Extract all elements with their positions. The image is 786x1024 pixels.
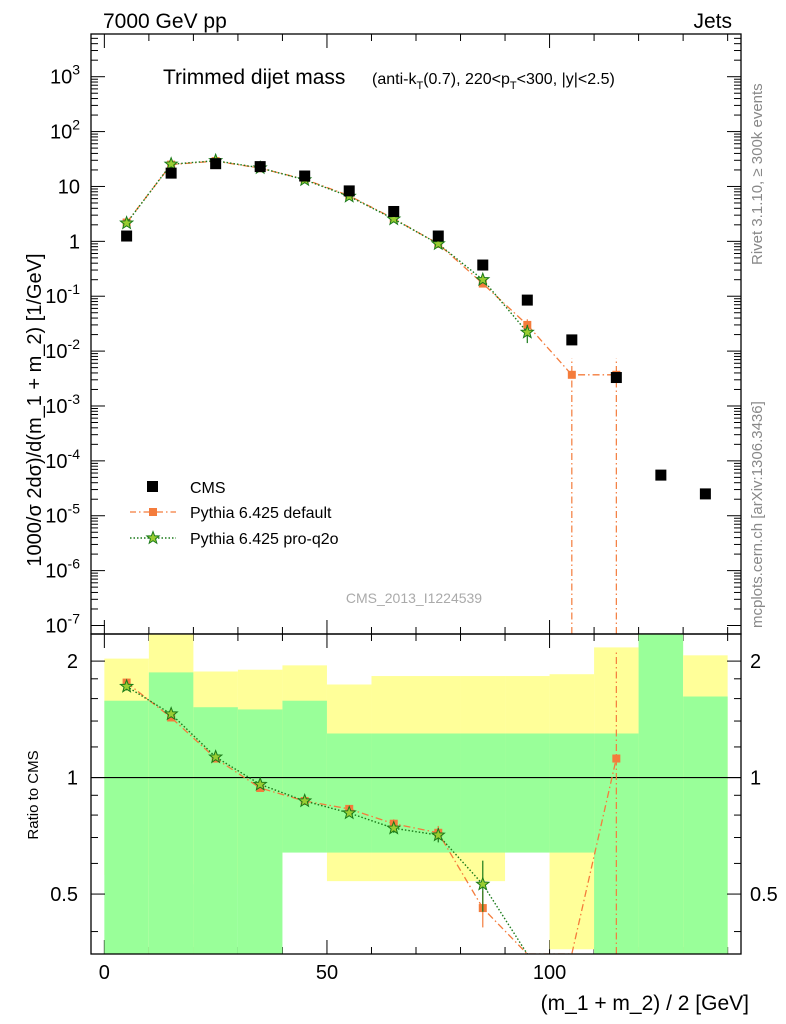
point-cms bbox=[299, 170, 311, 182]
point-pythia-default bbox=[478, 279, 487, 288]
legend-label-pythia-proq2o: Pythia 6.425 pro-q2o bbox=[190, 531, 339, 548]
point-cms bbox=[343, 185, 355, 197]
point-pythia-proq2o bbox=[519, 324, 535, 339]
point-pythia-proq2o bbox=[475, 271, 491, 287]
y-tick-label: 10-1 bbox=[45, 281, 80, 308]
y-tick-label: 102 bbox=[50, 117, 80, 144]
rivet-label: Rivet 3.1.10, ≥ 300k events bbox=[749, 83, 766, 265]
ratio-band-green bbox=[683, 696, 728, 954]
point-cms bbox=[432, 230, 444, 242]
ratio-frame bbox=[90, 633, 742, 955]
x-tick-label: 100 bbox=[533, 962, 566, 984]
point-cms bbox=[165, 167, 177, 179]
ratio-tick-label-left: 0.5 bbox=[50, 884, 78, 906]
ratio-band-green bbox=[282, 700, 327, 853]
point-pythia-proq2o bbox=[430, 235, 446, 251]
ratio-point-pythia-proq2o bbox=[297, 793, 313, 808]
ratio-tick-label-right: 1 bbox=[750, 768, 761, 790]
ratio-tick-label-right: 2 bbox=[750, 651, 761, 673]
ratio-point-pythia-proq2o bbox=[208, 749, 224, 764]
title-main: Trimmed dijet mass bbox=[163, 66, 345, 89]
y-tick-label: 10-6 bbox=[45, 556, 80, 583]
x-tick-label: 50 bbox=[316, 962, 338, 984]
ratio-point-pythia-proq2o bbox=[252, 776, 268, 791]
main-frame bbox=[90, 33, 742, 635]
chart-title: Trimmed dijet mass bbox=[163, 66, 345, 89]
ratio-point-pythia-proq2o bbox=[119, 678, 135, 693]
ratio-tick-label-right: 0.5 bbox=[750, 884, 778, 906]
legend-label-pythia-default: Pythia 6.425 default bbox=[190, 505, 332, 522]
ratio-band-green bbox=[193, 707, 238, 954]
ratio-point-pythia-default bbox=[612, 754, 621, 763]
legend-marker-cms bbox=[147, 481, 158, 492]
point-cms bbox=[655, 469, 667, 481]
ratio-tick-label-left: 1 bbox=[67, 768, 78, 790]
ratio-tick-label-left: 2 bbox=[67, 651, 78, 673]
ratio-point-pythia-proq2o bbox=[163, 706, 179, 721]
point-cms bbox=[521, 294, 533, 306]
legend-marker-pythia-proq2o bbox=[145, 530, 161, 545]
point-cms bbox=[388, 205, 400, 217]
point-cms bbox=[566, 334, 578, 346]
y-tick-label: 10-4 bbox=[45, 446, 80, 473]
ratio-panel: 0 50 100 0.5 0.5 1 1 2 2 bbox=[50, 633, 778, 984]
legend-label-cms: CMS bbox=[190, 480, 226, 497]
ratio-line-pythia-proq2o bbox=[126, 685, 528, 954]
y-tick-label: 10-3 bbox=[45, 391, 80, 418]
y-tick-label: 10 bbox=[58, 176, 80, 198]
analysis-watermark: CMS_2013_I1224539 bbox=[346, 590, 482, 606]
chart-subtitle: (anti-kT(0.7), 220<pT<300, |y|<2.5) bbox=[372, 71, 615, 92]
ratio-band-green bbox=[104, 700, 149, 954]
ratio-point-pythia-proq2o bbox=[430, 827, 446, 842]
point-cms bbox=[699, 488, 711, 500]
ratio-point-pythia-default bbox=[256, 783, 265, 792]
energy-label: 7000 GeV pp bbox=[103, 10, 227, 33]
y-tick-label: 1 bbox=[69, 231, 80, 253]
point-pythia-proq2o bbox=[163, 156, 179, 171]
jets-label: Jets bbox=[693, 10, 732, 33]
ratio-band-green bbox=[326, 733, 372, 853]
legend: CMS Pythia 6.425 default Pythia 6.425 pr… bbox=[130, 480, 339, 548]
ratio-point-pythia-proq2o bbox=[475, 876, 491, 891]
y-tick-label: 103 bbox=[50, 62, 80, 89]
point-cms bbox=[210, 158, 222, 170]
ratio-band-green bbox=[237, 709, 283, 954]
ratio-point-pythia-proq2o bbox=[341, 805, 357, 820]
ratio-line-pythia-default bbox=[126, 682, 617, 954]
ratio-point-pythia-default bbox=[167, 713, 176, 722]
point-cms bbox=[121, 230, 133, 242]
ratio-band-green bbox=[460, 733, 506, 853]
point-cms bbox=[254, 161, 266, 173]
y-axis-label: 1000/σ 2dσ)/d(m_1 + m_2) [1/GeV] bbox=[24, 253, 46, 566]
ratio-band-green bbox=[371, 733, 416, 853]
x-axis-label: (m_1 + m_2) / 2 [GeV] bbox=[541, 992, 749, 1015]
main-panel: 10-7 10-6 10-5 10-4 10-3 10-2 10-1 1 10 102 103 bbox=[45, 33, 742, 954]
point-cms bbox=[477, 259, 489, 271]
series-line-pythia-proq2o bbox=[126, 159, 528, 333]
ratio-band-green bbox=[549, 733, 595, 853]
y-tick-label: 10-2 bbox=[45, 336, 80, 363]
point-pythia-proq2o bbox=[119, 215, 135, 230]
ratio-band-green bbox=[638, 634, 684, 954]
point-pythia-default bbox=[567, 370, 576, 379]
ratio-band-green bbox=[505, 733, 550, 853]
mcplots-label: mcplots.cern.ch [arXiv:1306.3436] bbox=[749, 401, 766, 628]
legend-marker-pythia-default bbox=[149, 508, 157, 516]
ratio-y-axis-label: Ratio to CMS bbox=[25, 750, 42, 839]
y-tick-label: 10-5 bbox=[45, 501, 80, 528]
y-tick-label: 10-7 bbox=[45, 610, 80, 637]
ratio-band-green bbox=[594, 733, 639, 954]
series-line-pythia-default bbox=[126, 160, 617, 376]
point-cms bbox=[610, 372, 622, 384]
x-tick-label: 0 bbox=[99, 962, 110, 984]
ratio-point-pythia-proq2o bbox=[386, 820, 402, 835]
